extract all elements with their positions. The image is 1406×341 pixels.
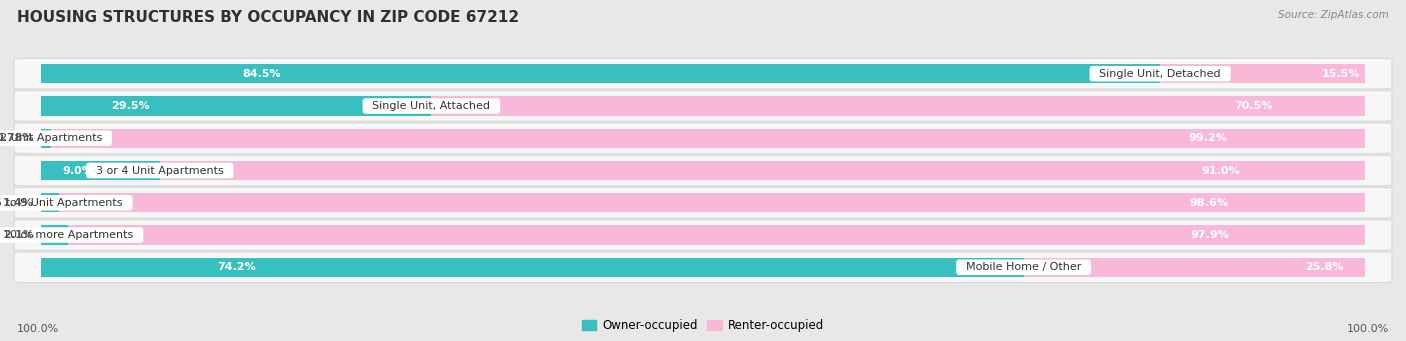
Text: 100.0%: 100.0% xyxy=(1347,324,1389,334)
FancyBboxPatch shape xyxy=(14,155,1392,186)
Text: 3 or 4 Unit Apartments: 3 or 4 Unit Apartments xyxy=(89,165,231,176)
Bar xyxy=(41,257,1024,277)
Text: 5 to 9 Unit Apartments: 5 to 9 Unit Apartments xyxy=(0,198,129,208)
Bar xyxy=(41,129,51,148)
Text: 100.0%: 100.0% xyxy=(17,324,59,334)
Text: Single Unit, Detached: Single Unit, Detached xyxy=(1092,69,1227,79)
Bar xyxy=(41,64,1160,84)
Text: 29.5%: 29.5% xyxy=(111,101,149,111)
FancyBboxPatch shape xyxy=(14,91,1392,121)
Bar xyxy=(1160,64,1365,84)
Text: 70.5%: 70.5% xyxy=(1234,101,1272,111)
Text: 99.2%: 99.2% xyxy=(1188,133,1227,143)
FancyBboxPatch shape xyxy=(14,188,1392,218)
Text: 0.78%: 0.78% xyxy=(0,133,34,143)
Text: 97.9%: 97.9% xyxy=(1191,230,1229,240)
Bar xyxy=(41,193,59,212)
Text: 9.0%: 9.0% xyxy=(62,165,93,176)
FancyBboxPatch shape xyxy=(14,58,1392,89)
Text: 91.0%: 91.0% xyxy=(1202,165,1240,176)
Text: Single Unit, Attached: Single Unit, Attached xyxy=(366,101,498,111)
Text: HOUSING STRUCTURES BY OCCUPANCY IN ZIP CODE 67212: HOUSING STRUCTURES BY OCCUPANCY IN ZIP C… xyxy=(17,10,519,25)
FancyBboxPatch shape xyxy=(14,123,1392,153)
Text: Mobile Home / Other: Mobile Home / Other xyxy=(959,262,1088,272)
Legend: Owner-occupied, Renter-occupied: Owner-occupied, Renter-occupied xyxy=(578,314,828,337)
Text: 15.5%: 15.5% xyxy=(1322,69,1360,79)
Bar xyxy=(51,129,1365,148)
FancyBboxPatch shape xyxy=(14,252,1392,283)
Text: 84.5%: 84.5% xyxy=(242,69,281,79)
Bar xyxy=(59,193,1365,212)
Bar xyxy=(160,161,1365,180)
Text: 1.4%: 1.4% xyxy=(3,198,34,208)
Bar xyxy=(69,225,1365,245)
Text: Source: ZipAtlas.com: Source: ZipAtlas.com xyxy=(1278,10,1389,20)
Bar xyxy=(41,161,160,180)
Text: 2.1%: 2.1% xyxy=(3,230,34,240)
Bar xyxy=(41,96,432,116)
Text: 98.6%: 98.6% xyxy=(1189,198,1227,208)
Text: 25.8%: 25.8% xyxy=(1305,262,1344,272)
Text: 2 Unit Apartments: 2 Unit Apartments xyxy=(0,133,110,143)
Bar xyxy=(41,225,69,245)
Text: 10 or more Apartments: 10 or more Apartments xyxy=(0,230,141,240)
FancyBboxPatch shape xyxy=(14,220,1392,250)
Bar xyxy=(432,96,1365,116)
Text: 74.2%: 74.2% xyxy=(218,262,256,272)
Bar xyxy=(1024,257,1365,277)
